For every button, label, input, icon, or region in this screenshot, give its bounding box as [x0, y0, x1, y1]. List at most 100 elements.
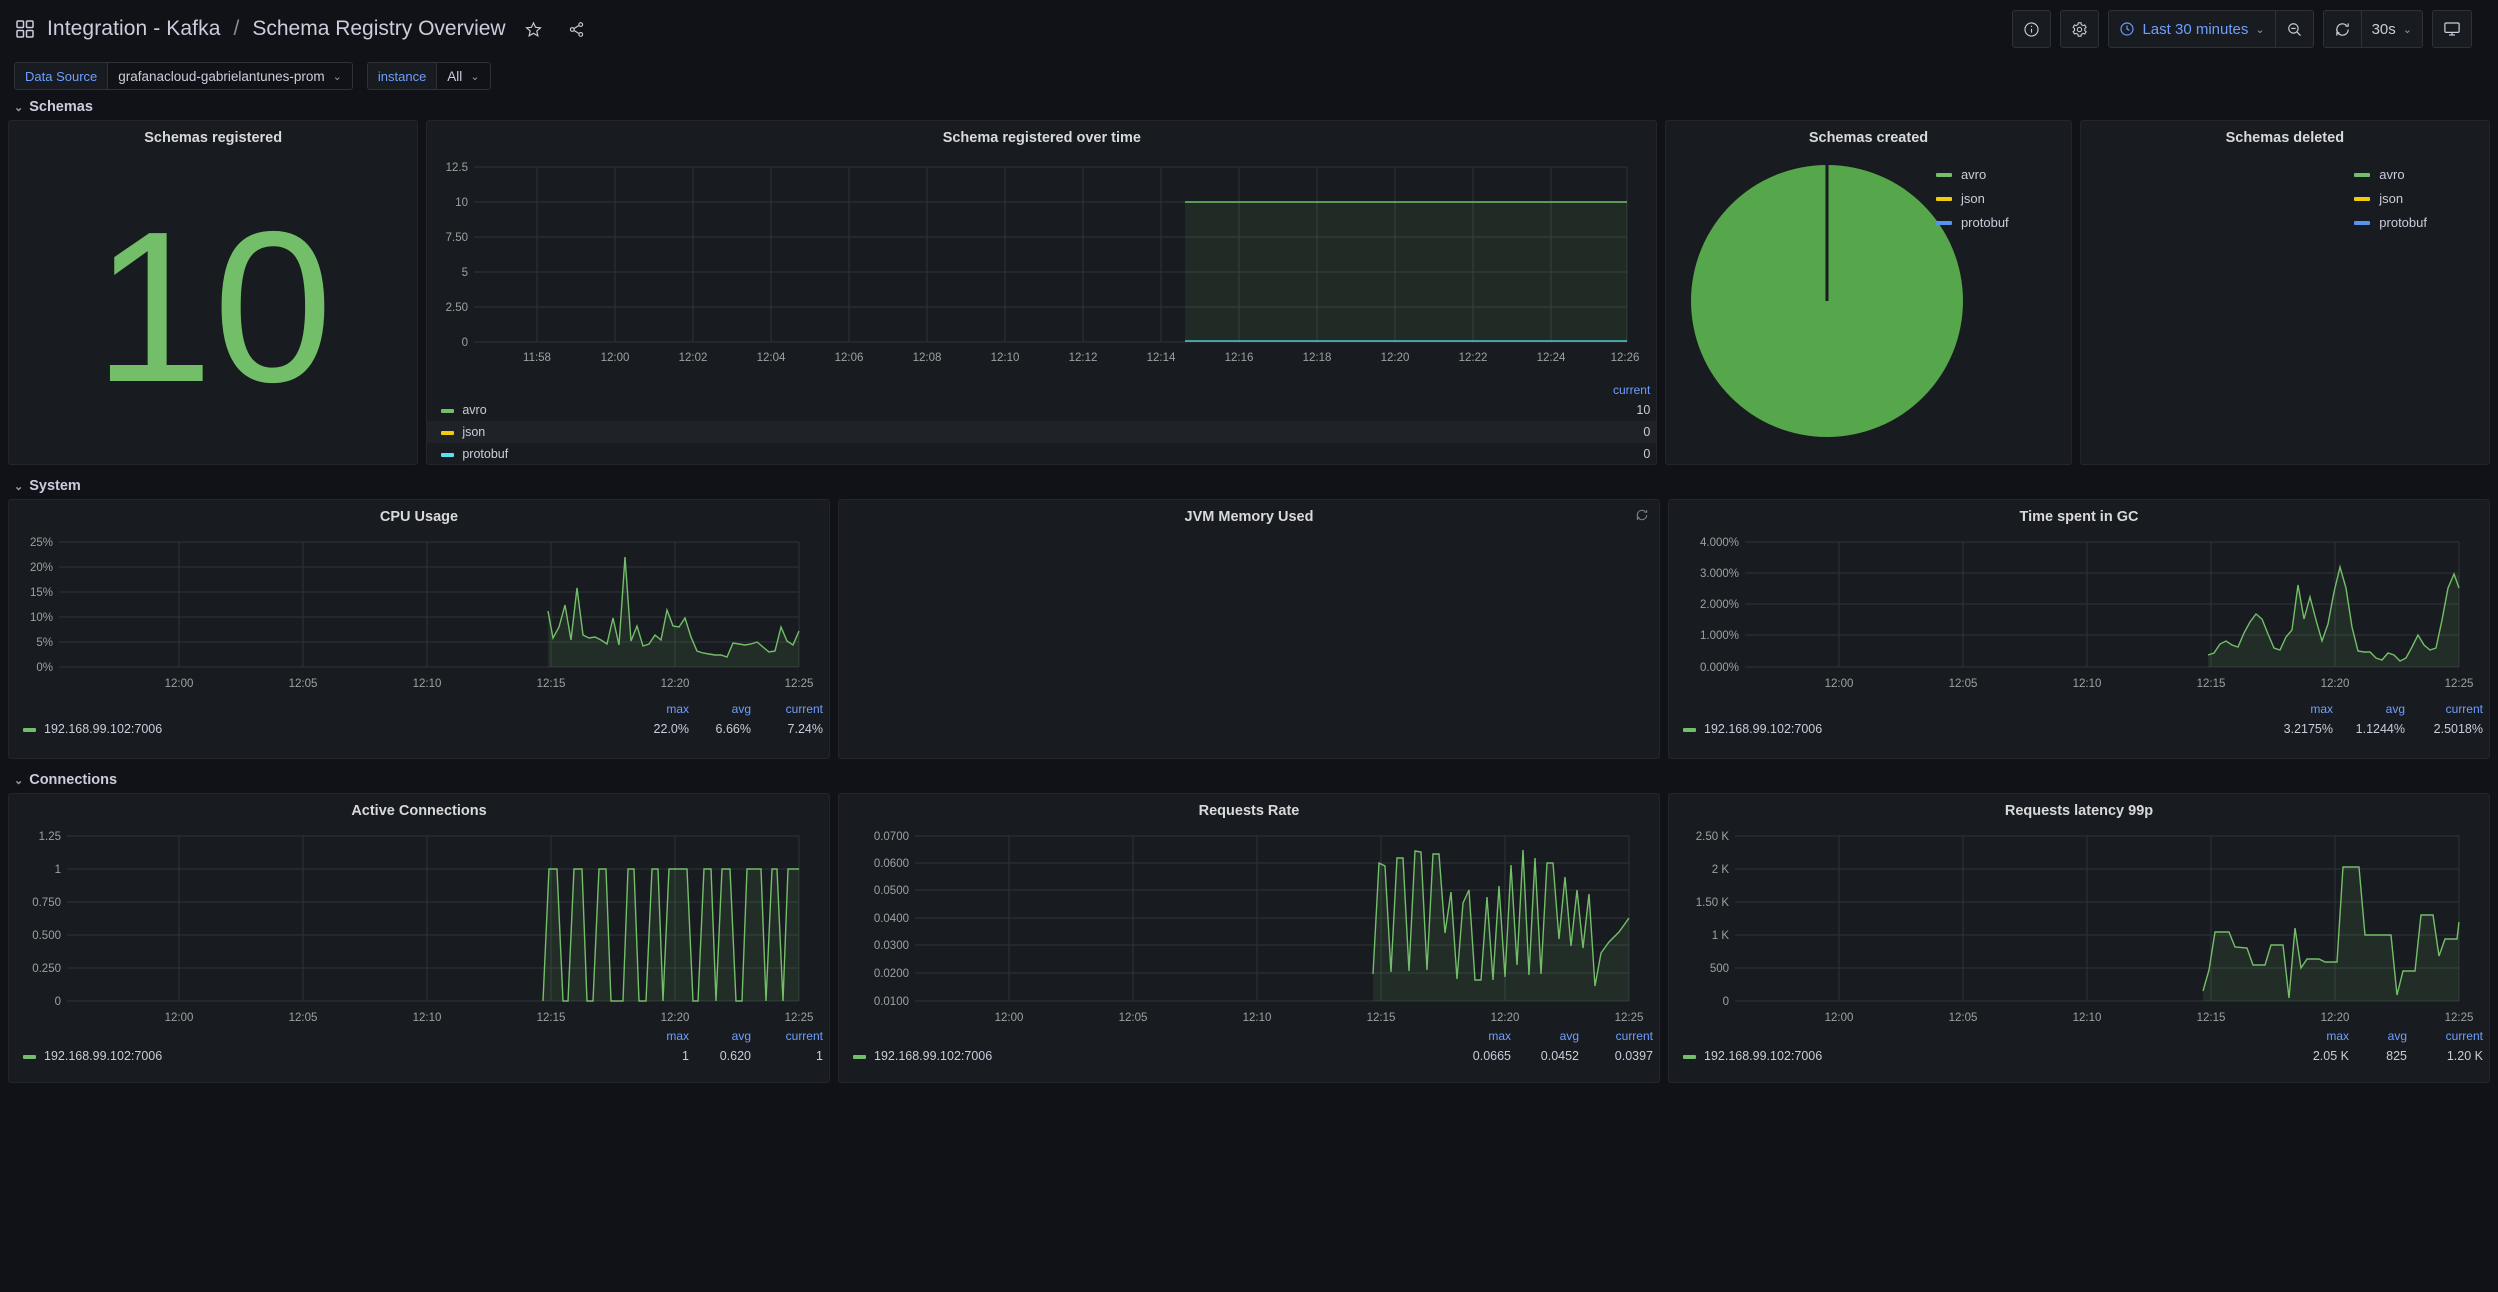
legend-header-current[interactable]: current — [2445, 702, 2483, 716]
legend-swatch-protobuf[interactable] — [441, 452, 455, 457]
pie-chart-svg[interactable] — [1666, 149, 2071, 454]
legend-swatch-json — [1935, 196, 1952, 201]
chart-svg[interactable]: 2.50 K 2 K 1.50 K 1 K 500 0 12:00 12:05 … — [1669, 822, 2490, 1027]
dashboard-grid-icon[interactable] — [14, 18, 36, 40]
legend-series-name: json — [462, 425, 486, 439]
legend-header-current[interactable]: current — [785, 702, 823, 716]
panel-requests-latency-99p[interactable]: Requests latency 99p 2.50 K 2 K — [1668, 793, 2490, 1083]
chevron-down-icon: ⌄ — [470, 70, 480, 83]
time-range-picker[interactable]: Last 30 minutes ⌄ — [2108, 10, 2276, 48]
legend-swatch-json[interactable] — [441, 430, 455, 435]
legend-header-name — [427, 381, 1446, 399]
panel-jvm-memory-used[interactable]: JVM Memory Used — [838, 499, 1660, 759]
variable-instance-select[interactable]: All ⌄ — [437, 62, 491, 90]
svg-text:0.0200: 0.0200 — [874, 968, 909, 980]
legend-row[interactable]: 192.168.99.102:7006 22.0% 6.66% 7.24% — [9, 718, 829, 740]
legend-item[interactable]: json — [2354, 191, 2427, 206]
panel-info-button[interactable] — [2012, 10, 2052, 48]
legend-swatch-instance[interactable] — [1683, 1054, 1696, 1059]
legend-item[interactable]: protobuf — [1935, 215, 2009, 230]
legend-row[interactable]: 192.168.99.102:7006 1 0.620 1 — [9, 1045, 829, 1067]
legend-header-avg[interactable]: avg — [2387, 1029, 2407, 1043]
legend-row[interactable]: 192.168.99.102:7006 2.05 K 825 1.20 K — [1669, 1045, 2489, 1067]
legend-header-max[interactable]: max — [2326, 1029, 2349, 1043]
chevron-down-icon: ⌄ — [332, 70, 342, 83]
legend-header-current[interactable]: current — [1615, 1029, 1653, 1043]
refresh-interval-picker[interactable]: 30s ⌄ — [2361, 10, 2423, 48]
row-header-schemas[interactable]: ⌄ Schemas — [0, 94, 2498, 120]
top-navbar: Integration - Kafka / Schema Registry Ov… — [0, 0, 2498, 58]
panel-row-connections: Active Connections 1.25 1 0 — [0, 793, 2498, 1083]
svg-text:2.50 K: 2.50 K — [1696, 831, 1730, 843]
svg-text:12:10: 12:10 — [2073, 1012, 2102, 1024]
legend-header-max[interactable]: max — [666, 1029, 689, 1043]
chart-svg[interactable]: 4.000% 3.000% 2.000% 1.000% 0.000% 12:00… — [1669, 528, 2490, 700]
panel-schemas-deleted[interactable]: Schemas deleted avro json protobuf — [2079, 120, 2490, 465]
legend-swatch-instance[interactable] — [1683, 727, 1696, 732]
legend-header-avg[interactable]: avg — [731, 1029, 751, 1043]
legend-header-max[interactable]: max — [1488, 1029, 1511, 1043]
legend-header-max[interactable]: max — [666, 702, 689, 716]
vertical-scrollbar[interactable] — [2492, 58, 2498, 1292]
chart-svg[interactable]: 25% 20% 15% 10% 5% 0% 12:00 12:05 12:10 … — [9, 528, 830, 700]
panel-time-spent-in-gc[interactable]: Time spent in GC 4.000% 3.000% 2.000 — [1668, 499, 2490, 759]
panel-cpu-usage[interactable]: CPU Usage 25% 20% 15% — [8, 499, 830, 759]
zoom-out-time-button[interactable] — [2275, 10, 2314, 48]
legend-header-current[interactable]: current — [1612, 383, 1651, 397]
legend-swatch-instance[interactable] — [853, 1054, 866, 1059]
legend-swatch-avro[interactable] — [441, 408, 455, 413]
breadcrumb-folder[interactable]: Integration - Kafka — [47, 17, 221, 40]
star-icon[interactable] — [523, 18, 545, 40]
svg-text:15%: 15% — [30, 587, 53, 599]
legend-item[interactable]: avro — [2354, 167, 2427, 182]
refresh-icon[interactable] — [1635, 508, 1649, 522]
legend-swatch-instance[interactable] — [23, 727, 36, 732]
legend-row[interactable]: avro 10 — [427, 399, 1656, 421]
timeseries-chart[interactable]: 12.5 10 7.50 5 2.50 0 11:58 12:00 12:02 … — [427, 149, 1656, 377]
legend-header-avg[interactable]: avg — [1559, 1029, 1579, 1043]
stat-value: 10 — [93, 186, 333, 427]
kiosk-mode-button[interactable] — [2432, 10, 2472, 48]
legend-item[interactable]: protobuf — [2354, 215, 2427, 230]
dashboard-settings-button[interactable] — [2060, 10, 2100, 48]
svg-text:12:10: 12:10 — [2073, 678, 2102, 690]
legend-series-name: 192.168.99.102:7006 — [1704, 1049, 1823, 1063]
legend-swatch-instance[interactable] — [23, 1054, 36, 1059]
legend-row[interactable]: protobuf 0 — [427, 443, 1656, 464]
variable-datasource-select[interactable]: grafanacloud-gabrielantunes-prom ⌄ — [108, 62, 353, 90]
legend-table: max avg current 192.168.99.102:7006 1 0.… — [9, 1027, 829, 1067]
legend-header-current[interactable]: current — [2445, 1029, 2483, 1043]
panel-requests-rate[interactable]: Requests Rate 0.0700 0.0 — [838, 793, 1660, 1083]
legend-header-avg[interactable]: avg — [731, 702, 751, 716]
legend-table: current avro 10 json 0 — [427, 381, 1657, 464]
legend-item[interactable]: avro — [1935, 167, 2009, 182]
legend-swatch-protobuf — [1935, 220, 1952, 225]
panel-schemas-registered[interactable]: Schemas registered 10 — [8, 120, 419, 465]
legend-header-avg[interactable]: avg — [2385, 702, 2405, 716]
refresh-button[interactable] — [2322, 10, 2362, 48]
legend-row[interactable]: 192.168.99.102:7006 0.0665 0.0452 0.0397 — [839, 1045, 1659, 1067]
legend-item[interactable]: json — [1935, 191, 2009, 206]
legend-table: max avg current 192.168.99.102:7006 0.06… — [839, 1027, 1659, 1067]
svg-text:1 K: 1 K — [1712, 930, 1730, 942]
row-header-connections[interactable]: ⌄ Connections — [0, 767, 2498, 793]
svg-text:12:14: 12:14 — [1147, 352, 1176, 364]
panel-active-connections[interactable]: Active Connections 1.25 1 0 — [8, 793, 830, 1083]
panel-schemas-created[interactable]: Schemas created avro json protobuf — [1665, 120, 2072, 465]
chart-svg[interactable]: 1.25 1 0.750 0.500 0.250 0 12:00 12:05 1… — [9, 822, 830, 1027]
legend-row[interactable]: 192.168.99.102:7006 3.2175% 1.1244% 2.50… — [1669, 718, 2489, 740]
row-header-system[interactable]: ⌄ System — [0, 473, 2498, 499]
chart-svg[interactable]: 0.0700 0.0600 0.0500 0.0400 0.0300 0.020… — [839, 822, 1660, 1027]
legend-row[interactable]: json 0 — [427, 421, 1657, 443]
panel-schema-registered-over-time[interactable]: Schema registered over time — [426, 120, 1658, 465]
svg-text:0.250: 0.250 — [32, 963, 61, 975]
svg-text:12:10: 12:10 — [1243, 1012, 1272, 1024]
time-picker-group: Last 30 minutes ⌄ — [2108, 10, 2314, 48]
panel-title: JVM Memory Used — [1184, 509, 1314, 525]
share-icon[interactable] — [566, 18, 588, 40]
legend-label: protobuf — [1960, 215, 2009, 230]
legend-value-avg: 0.0452 — [1540, 1049, 1579, 1063]
svg-text:7.50: 7.50 — [446, 232, 468, 244]
legend-header-max[interactable]: max — [2310, 702, 2333, 716]
legend-header-current[interactable]: current — [785, 1029, 823, 1043]
